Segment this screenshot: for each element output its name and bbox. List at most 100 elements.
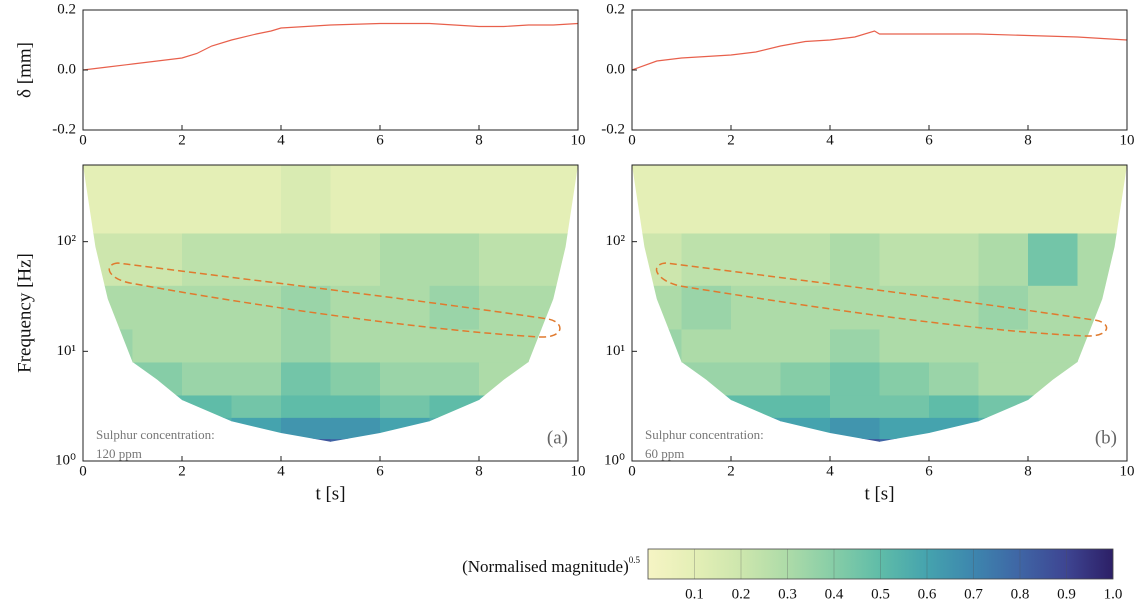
heatmap-cell: [632, 165, 682, 234]
heatmap: [632, 165, 1127, 442]
annotation: Sulphur concentration:: [645, 427, 764, 442]
heatmap-cell: [632, 232, 682, 286]
heatmap-cell: [479, 417, 529, 440]
heatmap-cell: [929, 394, 979, 418]
heatmap-cell: [281, 394, 331, 418]
heatmap-cell: [929, 328, 979, 363]
x-tick-label: 4: [277, 463, 285, 479]
heatmap-cell: [1028, 165, 1078, 234]
x-tick-label: 10: [1120, 132, 1135, 148]
y-tick-label: 10²: [606, 233, 626, 249]
heatmap-cell: [380, 165, 430, 234]
heatmap-cell: [830, 285, 880, 330]
heatmap-cell: [182, 361, 232, 396]
heatmap-cell: [632, 361, 682, 396]
heatmap-cell: [479, 361, 529, 396]
heatmap-cell: [380, 361, 430, 396]
heatmap: [83, 165, 578, 442]
x-tick-label: 10: [571, 463, 586, 479]
colorbar-tick-label: 0.5: [871, 586, 890, 602]
heatmap-cell: [731, 232, 781, 286]
heatmap-cell: [231, 438, 282, 442]
heatmap-cell: [330, 394, 381, 418]
heatmap-cell: [429, 328, 480, 363]
heatmap-cell: [182, 394, 232, 418]
colorbar-tick-label: 0.6: [918, 586, 937, 602]
y-axis-label: δ [mm]: [14, 42, 35, 98]
heatmap-cell: [879, 328, 930, 363]
x-tick-label: 0: [79, 132, 87, 148]
x-tick-label: 6: [376, 132, 384, 148]
plot-frame: [82, 9, 579, 131]
heatmap-cell: [528, 165, 578, 234]
heatmap-cell: [182, 438, 232, 442]
heatmap-cell: [681, 285, 732, 330]
x-tick-label: 6: [925, 132, 933, 148]
heatmap-cell: [879, 438, 930, 442]
heatmap-cell: [429, 232, 480, 286]
heatmap-cell: [330, 232, 381, 286]
heatmap-cell: [830, 417, 880, 440]
annotation-ellipse: [655, 262, 1108, 337]
heatmap-cell: [132, 165, 183, 234]
heatmap-cell: [182, 232, 232, 286]
heatmap-cell: [780, 394, 831, 418]
heatmap-cell: [830, 328, 880, 363]
y-tick-label: 0.2: [57, 1, 76, 17]
x-tick-label: 8: [475, 463, 483, 479]
x-tick-label: 8: [1024, 132, 1032, 148]
x-tick-label: 8: [475, 132, 483, 148]
heatmap-cell: [330, 438, 381, 442]
heatmap-cell: [479, 438, 529, 442]
heatmap-cell: [780, 285, 831, 330]
heatmap-cell: [528, 394, 578, 418]
heatmap-cell: [429, 417, 480, 440]
annotation: 120 ppm: [96, 446, 142, 461]
plot-frame: [82, 164, 579, 462]
data-line: [631, 30, 1128, 71]
heatmap-cell: [731, 438, 781, 442]
y-tick-label: 10²: [57, 233, 77, 249]
heatmap-cell: [281, 361, 331, 396]
heatmap-cell: [330, 417, 381, 440]
heatmap-cell: [879, 165, 930, 234]
heatmap-cell: [681, 394, 732, 418]
heatmap-cell: [978, 328, 1029, 363]
heatmap-cell: [132, 361, 183, 396]
heatmap-cell: [1077, 285, 1127, 330]
data-line: [82, 22, 579, 71]
x-tick-label: 2: [727, 132, 735, 148]
heatmap-cell: [281, 417, 331, 440]
heatmap-cell: [1077, 165, 1127, 234]
x-tick-label: 4: [826, 132, 834, 148]
heatmap-cell: [780, 438, 831, 442]
heatmap-cell: [83, 328, 133, 363]
heatmap-cell: [429, 438, 480, 442]
heatmap-cell: [231, 417, 282, 440]
x-tick-label: 6: [925, 463, 933, 479]
heatmap-cell: [632, 285, 682, 330]
heatmap-cell: [879, 285, 930, 330]
x-tick-label: 4: [277, 132, 285, 148]
heatmap-cell: [1028, 394, 1078, 418]
heatmap-cell: [830, 394, 880, 418]
heatmap-cell: [429, 361, 480, 396]
colorbar: [647, 548, 1114, 580]
heatmap-cell: [1028, 285, 1078, 330]
heatmap-cell: [83, 394, 133, 418]
heatmap-cell: [681, 165, 732, 234]
heatmap-cell: [182, 285, 232, 330]
heatmap-cell: [978, 438, 1029, 442]
heatmap-cell: [479, 165, 529, 234]
heatmap-cell: [132, 285, 183, 330]
heatmap-cell: [1028, 232, 1078, 286]
colorbar-tick-label: 0.1: [685, 586, 704, 602]
heatmap-cell: [929, 438, 979, 442]
heatmap-cell: [281, 285, 331, 330]
heatmap-cell: [380, 417, 430, 440]
heatmap-cell: [429, 394, 480, 418]
y-tick-label: 10⁰: [55, 452, 76, 468]
heatmap-cell: [780, 328, 831, 363]
heatmap-cell: [978, 232, 1029, 286]
